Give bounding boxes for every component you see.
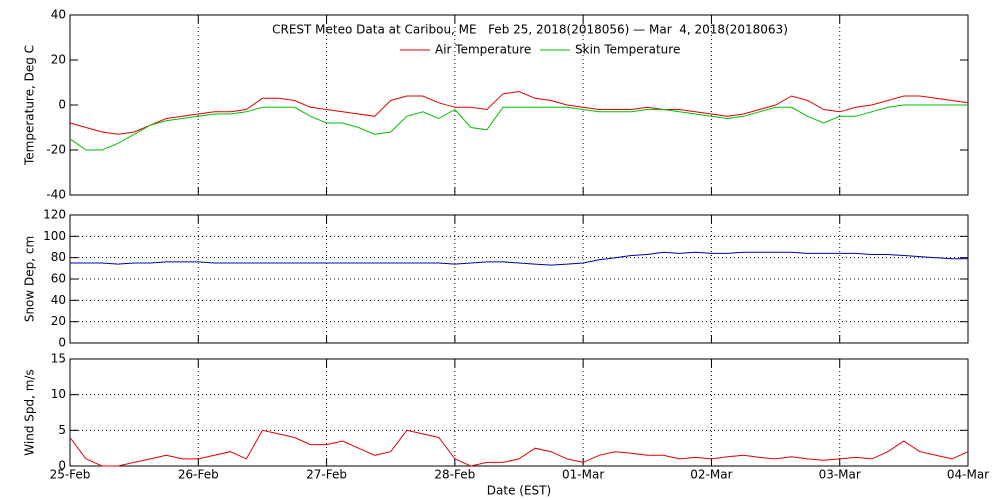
data-line — [69, 90, 969, 135]
data-line — [69, 429, 969, 467]
x-axis-label: Date (EST) — [487, 484, 551, 498]
y-tick-label: -40 — [46, 188, 66, 202]
x-tick-label: 27-Feb — [306, 468, 347, 482]
legend-label: Air Temperature — [435, 43, 531, 57]
y-tick-label: 120 — [43, 208, 66, 222]
y-tick-label: -20 — [46, 143, 66, 157]
y-tick-label: 0 — [58, 336, 66, 350]
x-tick-label: 25-Feb — [50, 468, 91, 482]
y-axis-label: Temperature, Deg C — [23, 45, 37, 166]
y-tick-label: 60 — [51, 272, 66, 286]
y-tick-label: 5 — [58, 423, 66, 437]
y-tick-label: 80 — [51, 250, 66, 264]
data-line — [70, 251, 968, 266]
y-tick-label: 100 — [43, 229, 66, 243]
x-tick-label: 01-Mar — [562, 468, 604, 482]
legend-label: Skin Temperature — [575, 43, 680, 57]
x-tick-label: 28-Feb — [434, 468, 475, 482]
y-axis-label: Wind Spd, m/s — [23, 369, 37, 455]
x-tick-label: 03-Mar — [819, 468, 861, 482]
x-tick-label: 26-Feb — [178, 468, 219, 482]
x-tick-label: 02-Mar — [690, 468, 732, 482]
y-tick-label: 15 — [51, 352, 66, 366]
data-line — [69, 104, 968, 151]
chart-title: CREST Meteo Data at Caribou, ME Feb 25, … — [272, 23, 788, 37]
y-tick-label: 10 — [51, 387, 66, 401]
y-tick-label: 40 — [51, 8, 66, 22]
y-tick-label: 20 — [51, 53, 66, 67]
x-tick-label: 04-Mar — [947, 468, 989, 482]
y-tick-label: 0 — [58, 459, 66, 473]
y-axis-label: Snow Dep, cm — [23, 236, 37, 322]
y-tick-label: 40 — [51, 293, 66, 307]
y-tick-label: 20 — [51, 314, 66, 328]
y-tick-label: 0 — [58, 98, 66, 112]
